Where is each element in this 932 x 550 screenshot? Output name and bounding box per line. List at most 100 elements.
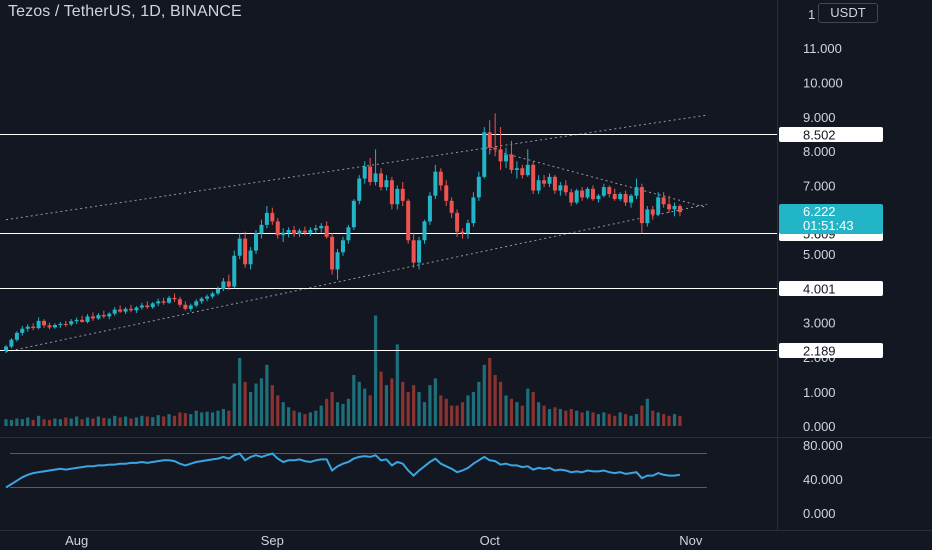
- candle-body: [25, 326, 30, 329]
- candle-body: [221, 281, 226, 289]
- candle-body: [438, 171, 443, 186]
- volume-bar: [357, 381, 361, 426]
- volume-bar: [656, 412, 660, 426]
- volume-bar: [42, 419, 46, 426]
- currency-button[interactable]: USDT: [818, 3, 878, 23]
- volume-bar: [498, 381, 503, 426]
- candle-body: [96, 315, 101, 319]
- volume-bar: [145, 416, 149, 426]
- volume-bar: [281, 402, 285, 426]
- candle-body: [199, 298, 204, 302]
- volume-bar: [69, 418, 73, 426]
- volume-bar: [178, 412, 182, 426]
- candle-body: [417, 240, 422, 263]
- volume-bar: [667, 415, 671, 426]
- candle-body: [460, 231, 465, 234]
- volume-bar: [526, 388, 530, 426]
- candle-body: [634, 187, 639, 196]
- volume-bar: [428, 385, 432, 426]
- candle-body: [661, 197, 666, 205]
- candle-body: [47, 325, 52, 328]
- volume-bar: [547, 409, 552, 426]
- candle-body: [650, 209, 655, 215]
- candle-body: [42, 320, 47, 326]
- candle-body: [90, 316, 95, 319]
- trendlines[interactable]: [5, 114, 708, 353]
- volume-bar: [319, 405, 323, 426]
- volume-bar: [151, 417, 155, 426]
- volume-bar: [205, 411, 209, 426]
- candle-body: [563, 185, 568, 193]
- candle-body: [542, 180, 547, 184]
- candle-body: [69, 321, 74, 325]
- price-tick-label: 7.000: [803, 178, 836, 193]
- volume-bar: [537, 402, 541, 426]
- volume-bar: [265, 364, 269, 426]
- volume-bar: [433, 378, 437, 426]
- candle-body: [465, 223, 470, 234]
- candle-body: [324, 225, 329, 237]
- candle-body: [639, 187, 644, 224]
- volume-bar: [645, 398, 649, 426]
- candle-body: [243, 238, 248, 265]
- candle-body: [248, 250, 253, 265]
- volume-bar: [607, 414, 611, 426]
- candle-body: [373, 173, 378, 182]
- candle-body: [194, 301, 199, 306]
- candle-body: [395, 188, 400, 205]
- volume-bar: [613, 415, 617, 426]
- volume-bar: [58, 419, 62, 426]
- candle-body: [601, 187, 606, 196]
- volume-bar: [15, 418, 19, 426]
- candle-body: [145, 305, 150, 308]
- volume-bar: [243, 381, 247, 426]
- level-label: 4.001: [803, 282, 836, 297]
- volume-bar: [123, 416, 128, 426]
- candle-body: [286, 229, 291, 233]
- volume-bar: [216, 410, 220, 426]
- horizontal-levels[interactable]: [0, 134, 777, 351]
- volume-bar: [341, 403, 345, 426]
- volume-bar: [444, 398, 448, 426]
- volume-bar: [194, 410, 198, 426]
- volume-bar: [515, 402, 519, 426]
- candle-body: [509, 154, 514, 170]
- candle-body: [569, 192, 574, 203]
- volume-bar: [531, 392, 535, 426]
- candle-body: [672, 205, 677, 210]
- candle-body: [215, 288, 220, 294]
- oscillator-tick-label: 40.000: [803, 472, 843, 487]
- candle-body: [340, 240, 345, 253]
- candle-body: [20, 328, 25, 333]
- volume-bar: [167, 414, 171, 426]
- volume-bar: [20, 419, 24, 426]
- volume-bar: [4, 419, 8, 426]
- candle-body: [547, 176, 552, 184]
- candle-body: [677, 205, 682, 213]
- volume-bar: [504, 395, 508, 426]
- volume-bar: [227, 410, 231, 426]
- volume-bar: [460, 402, 465, 426]
- volume-bar: [580, 412, 584, 426]
- candle-body: [177, 299, 182, 305]
- candle-body: [514, 168, 519, 170]
- volume-bar: [330, 392, 334, 426]
- price-tick-label: 9.000: [803, 110, 836, 125]
- volume-bar: [585, 410, 590, 426]
- candle-body: [118, 309, 123, 312]
- volume-bar: [564, 410, 568, 426]
- candle-body: [161, 301, 166, 303]
- volume-bar: [509, 398, 514, 426]
- candle-body: [129, 308, 134, 311]
- volume-bar: [75, 416, 79, 426]
- axis-top-cut-label: 1: [808, 7, 815, 22]
- candle-body: [74, 319, 79, 322]
- candle-body: [297, 230, 302, 235]
- candle-body: [302, 230, 307, 233]
- candle-body: [85, 316, 90, 322]
- volume-bar: [575, 410, 579, 426]
- volume-bar: [384, 385, 389, 426]
- level-label-box: [779, 343, 883, 358]
- oscillator-axis-ticks: 80.000 40.000 0.000: [803, 438, 843, 521]
